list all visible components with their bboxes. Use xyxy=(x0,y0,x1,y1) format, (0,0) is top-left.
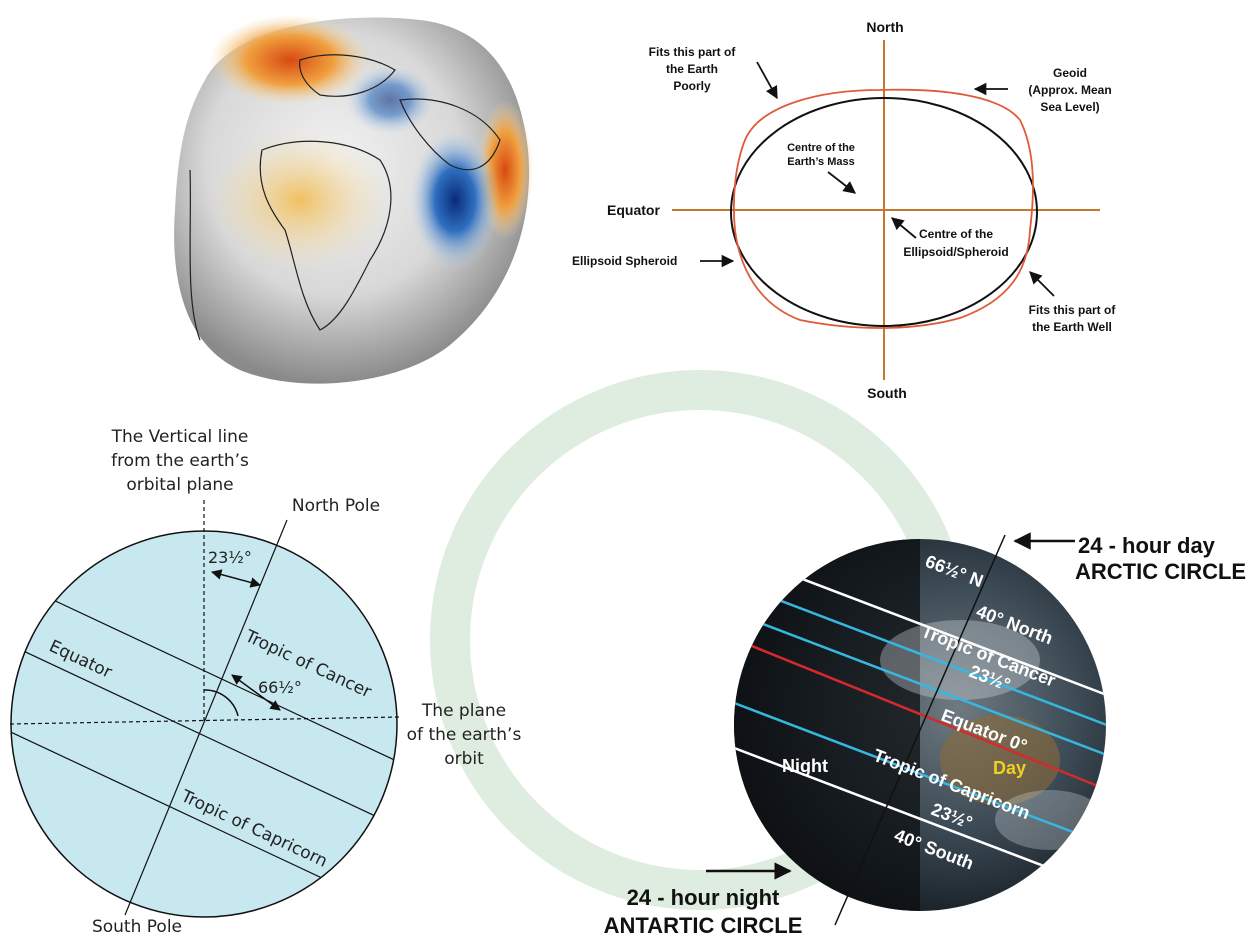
arrow-fits-well xyxy=(1029,271,1055,297)
label-24-hour-night: 24 - hour night ANTARTIC CIRCLE xyxy=(604,885,803,937)
label-south: South xyxy=(867,385,907,401)
label-fits-poorly: Fits this part of the Earth Poorly xyxy=(649,45,737,93)
svg-text:the Earth: the Earth xyxy=(666,62,718,76)
label-south-pole: South Pole xyxy=(92,917,182,937)
svg-text:24 - hour night: 24 - hour night xyxy=(627,885,780,910)
label-fits-well: Fits this part of the Earth Well xyxy=(1029,303,1117,334)
svg-text:Geoid: Geoid xyxy=(1053,66,1087,80)
tropic-cancer-line xyxy=(11,574,397,773)
svg-text:(Approx. Mean: (Approx. Mean xyxy=(1028,83,1111,97)
svg-text:of the earth’s: of the earth’s xyxy=(407,725,522,745)
label-geoid: Geoid (Approx. Mean Sea Level) xyxy=(1028,66,1111,114)
label-24-hour-day: 24 - hour day ARCTIC CIRCLE xyxy=(1075,533,1246,584)
line-tropic-capricorn xyxy=(734,688,1106,852)
label-vertical-line: The Vertical line from the earth’s orbit… xyxy=(111,427,249,495)
arrow-fits-poorly xyxy=(756,61,778,100)
label-angle-small: 23½° xyxy=(208,548,252,567)
label-orbit-plane: The plane of the earth’s orbit xyxy=(407,701,522,769)
line-tropic-cancer xyxy=(734,598,1106,762)
geoid-outline xyxy=(733,88,1034,329)
arrow-centre-mass xyxy=(827,171,856,194)
line-equator xyxy=(734,623,1106,797)
angle-arc xyxy=(203,689,239,717)
svg-text:Centre of the: Centre of the xyxy=(919,227,993,241)
arrow-centre-ellipsoid xyxy=(891,217,917,239)
label-equator: Equator xyxy=(607,202,660,218)
angle-arrow-large xyxy=(231,674,281,711)
label-centre-ellipsoid: Centre of the Ellipsoid/Spheroid xyxy=(903,227,1008,259)
geoid-ellipsoid-diagram: North South Equator Fits this part of th… xyxy=(572,19,1116,401)
label-north-pole: North Pole xyxy=(292,496,380,516)
svg-text:Fits this part of: Fits this part of xyxy=(1029,303,1117,317)
globe-axis xyxy=(834,534,1006,926)
orbit-plane-dashed-line xyxy=(9,716,401,725)
svg-text:ANTARTIC CIRCLE: ANTARTIC CIRCLE xyxy=(604,913,803,937)
label-day: Day xyxy=(993,758,1026,778)
svg-text:24 - hour day: 24 - hour day xyxy=(1078,533,1216,558)
svg-text:Fits this part of: Fits this part of xyxy=(649,45,737,59)
ellipsoid-outline xyxy=(730,97,1038,327)
svg-text:The plane: The plane xyxy=(421,701,506,721)
svg-text:Earth’s Mass: Earth’s Mass xyxy=(787,156,854,168)
angle-arrow-small xyxy=(210,569,262,588)
geoid-illustration xyxy=(174,15,533,384)
axial-tilt-diagram: The Vertical line from the earth’s orbit… xyxy=(9,427,522,937)
label-ellipsoid: Ellipsoid Spheroid xyxy=(572,254,677,268)
label-angle-large: 66½° xyxy=(258,678,302,697)
svg-text:Ellipsoid/Spheroid: Ellipsoid/Spheroid xyxy=(903,245,1008,259)
svg-text:ARCTIC CIRCLE: ARCTIC CIRCLE xyxy=(1075,559,1246,584)
label-centre-mass: Centre of the Earth’s Mass xyxy=(787,142,855,168)
svg-text:the Earth Well: the Earth Well xyxy=(1032,320,1112,334)
label-north: North xyxy=(866,19,903,35)
svg-text:from the earth’s: from the earth’s xyxy=(111,451,249,471)
svg-text:The Vertical line: The Vertical line xyxy=(111,427,249,447)
equator-line xyxy=(11,639,397,838)
label-night: Night xyxy=(782,756,828,776)
svg-text:Sea Level): Sea Level) xyxy=(1040,100,1099,114)
svg-text:orbital plane: orbital plane xyxy=(126,475,233,495)
svg-text:Centre of the: Centre of the xyxy=(787,142,855,154)
svg-text:Poorly: Poorly xyxy=(673,79,711,93)
svg-text:orbit: orbit xyxy=(444,749,484,769)
